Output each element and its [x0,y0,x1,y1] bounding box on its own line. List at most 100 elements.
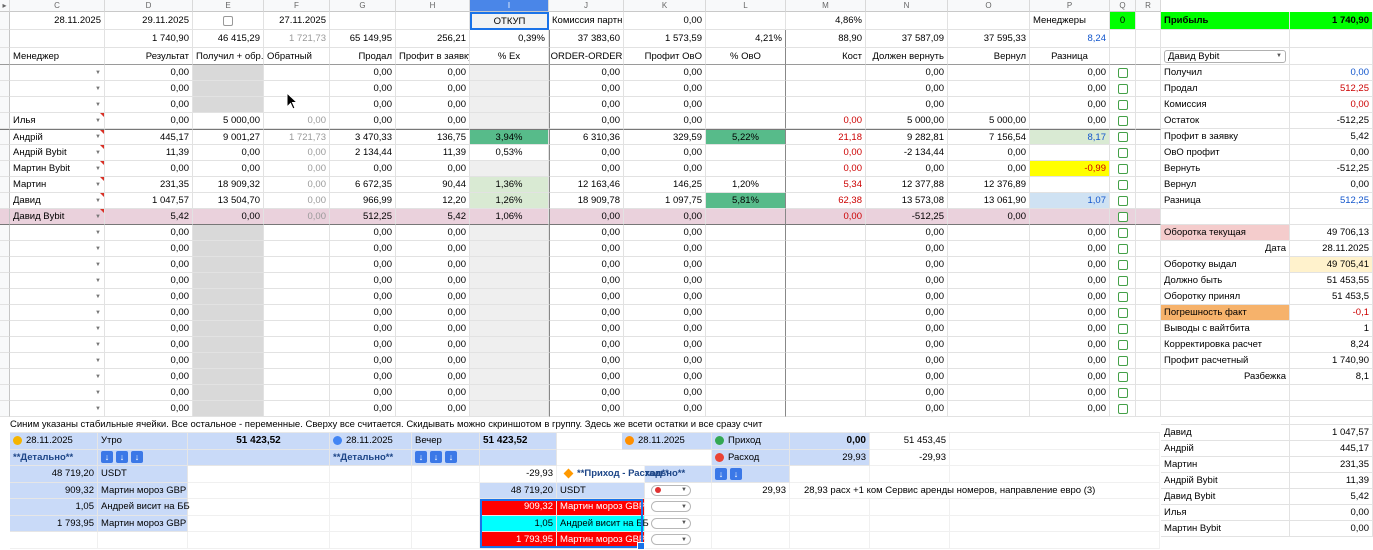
cost-cell[interactable]: 0,00 [786,113,866,129]
must-return-cell[interactable]: 0,00 [866,161,948,177]
checkbox-icon[interactable] [1117,67,1128,78]
difference-cell[interactable]: 0,00 [1030,321,1110,337]
difference-cell[interactable]: 0,00 [1030,81,1110,97]
result-cell[interactable]: 0,00 [105,305,193,321]
row-header[interactable] [0,401,10,417]
difference-cell[interactable] [1030,145,1110,161]
otkup-selected-cell[interactable]: ОТКУП [470,12,549,30]
empty-cell[interactable] [1136,273,1161,289]
ovo-profit-cell[interactable]: 0,00 [624,273,706,289]
row-header[interactable] [0,193,10,209]
empty-cell[interactable] [1136,193,1161,209]
empty-cell[interactable] [790,515,870,532]
item-amount[interactable]: 1 793,95 [10,515,98,532]
pct-ex-cell[interactable]: 3,94% [470,129,549,145]
panel-label[interactable] [1161,209,1290,225]
cost-cell[interactable]: 5,34 [786,177,866,193]
total-must-return-cell[interactable]: 37 587,09 [866,30,948,48]
panel-value[interactable]: 1 740,90 [1290,12,1373,30]
checkbox-cell[interactable] [1110,97,1136,113]
panel-value[interactable]: 0,00 [1290,521,1373,537]
dropdown-arrow-icon[interactable]: ▼ [1276,53,1282,59]
panel-value[interactable]: 5,42 [1290,129,1373,145]
reverse-cell[interactable]: 0,00 [264,113,330,129]
received-cell[interactable] [193,337,264,353]
managers-count-cell[interactable]: 0 [1110,12,1136,30]
checkbox-cell[interactable] [1110,353,1136,369]
empty-cell[interactable] [950,515,1160,532]
col-title-12[interactable]: Вернул [948,48,1030,65]
received-cell[interactable] [193,289,264,305]
column-header-J[interactable]: J [549,0,624,12]
ovo-profit-cell[interactable]: 0,00 [624,289,706,305]
manager-select-cell[interactable]: ▼ [10,225,105,241]
empty-cell[interactable] [412,482,480,499]
panel-value[interactable] [1290,385,1373,401]
empty-cell[interactable] [330,482,412,499]
dropdown-arrow-icon[interactable]: ▼ [95,309,101,316]
empty-cell[interactable] [412,499,480,516]
reverse-cell[interactable] [264,305,330,321]
date-tomorrow-cell[interactable]: 29.11.2025 [105,12,193,30]
empty-cell[interactable] [412,532,480,549]
returned-cell[interactable] [948,337,1030,353]
panel-label[interactable]: Давид [1161,425,1290,441]
order-profit-cell[interactable]: 90,44 [396,177,470,193]
row-header[interactable] [0,225,10,241]
order-profit-cell[interactable]: 136,75 [396,129,470,145]
must-return-cell[interactable]: 0,00 [866,337,948,353]
panel-value[interactable]: 51 453,55 [1290,273,1373,289]
must-return-cell[interactable]: 0,00 [866,225,948,241]
difference-cell[interactable]: 8,17 [1030,129,1110,145]
col-title-3[interactable]: Обратный [264,48,330,65]
sold-cell[interactable]: 0,00 [330,241,396,257]
must-return-cell[interactable]: 0,00 [866,385,948,401]
empty-cell[interactable] [1136,12,1161,30]
down-arrow-icon[interactable]: ↓ [715,467,727,480]
partner-commission-value[interactable]: 0,00 [624,12,706,30]
received-cell[interactable]: 0,00 [193,161,264,177]
dropdown-arrow-icon[interactable]: ▼ [95,69,101,76]
empty-cell[interactable] [1136,65,1161,81]
result-cell[interactable]: 231,35 [105,177,193,193]
returned-cell[interactable]: 0,00 [948,209,1030,225]
order-order-cell[interactable]: 0,00 [549,81,624,97]
received-cell[interactable] [193,353,264,369]
pct-ovo-cell[interactable] [706,225,786,241]
result-cell[interactable]: 0,00 [105,97,193,113]
total-order-profit-cell[interactable]: 256,21 [396,30,470,48]
pct-ovo-cell[interactable] [706,145,786,161]
ovo-profit-cell[interactable]: 0,00 [624,145,706,161]
total-pct-ovo-cell[interactable]: 4,21% [706,30,786,48]
order-profit-cell[interactable]: 0,00 [396,81,470,97]
panel-label[interactable] [1161,385,1290,401]
cost-cell[interactable] [786,321,866,337]
cost-cell[interactable]: 0,00 [786,161,866,177]
pct-ovo-cell[interactable]: 1,20% [706,177,786,193]
difference-cell[interactable] [1030,177,1110,193]
pct-ovo-cell[interactable] [706,385,786,401]
result-cell[interactable]: 0,00 [105,337,193,353]
column-header-M[interactable]: M [786,0,866,12]
row-header[interactable] [0,305,10,321]
item-desc[interactable]: USDT [98,466,188,483]
panel-value[interactable]: 11,39 [1290,473,1373,489]
ovo-profit-cell[interactable]: 0,00 [624,353,706,369]
item-desc[interactable]: Мартин мороз GBP [98,515,188,532]
checkbox-icon[interactable] [1117,179,1128,190]
received-cell[interactable]: 5 000,00 [193,113,264,129]
total-cost-cell[interactable]: 88,90 [786,30,866,48]
sold-cell[interactable]: 0,00 [330,385,396,401]
received-cell[interactable] [193,97,264,113]
cost-cell[interactable] [786,97,866,113]
sold-cell[interactable]: 0,00 [330,305,396,321]
note-cell[interactable]: Синим указаны стабильные ячейки. Все ост… [10,417,1160,433]
panel-label[interactable]: Оборотку выдал [1161,257,1290,273]
checkbox-icon[interactable] [1117,132,1128,142]
dropdown-arrow-icon[interactable]: ▼ [95,373,101,380]
dropdown-chip[interactable]: ▼ [651,517,691,529]
item-amount[interactable]: 1 793,95 [480,532,557,549]
down-arrow-icon[interactable]: ↓ [445,451,457,464]
empty-cell[interactable] [870,499,950,516]
panel-label[interactable]: Дата [1161,241,1290,257]
